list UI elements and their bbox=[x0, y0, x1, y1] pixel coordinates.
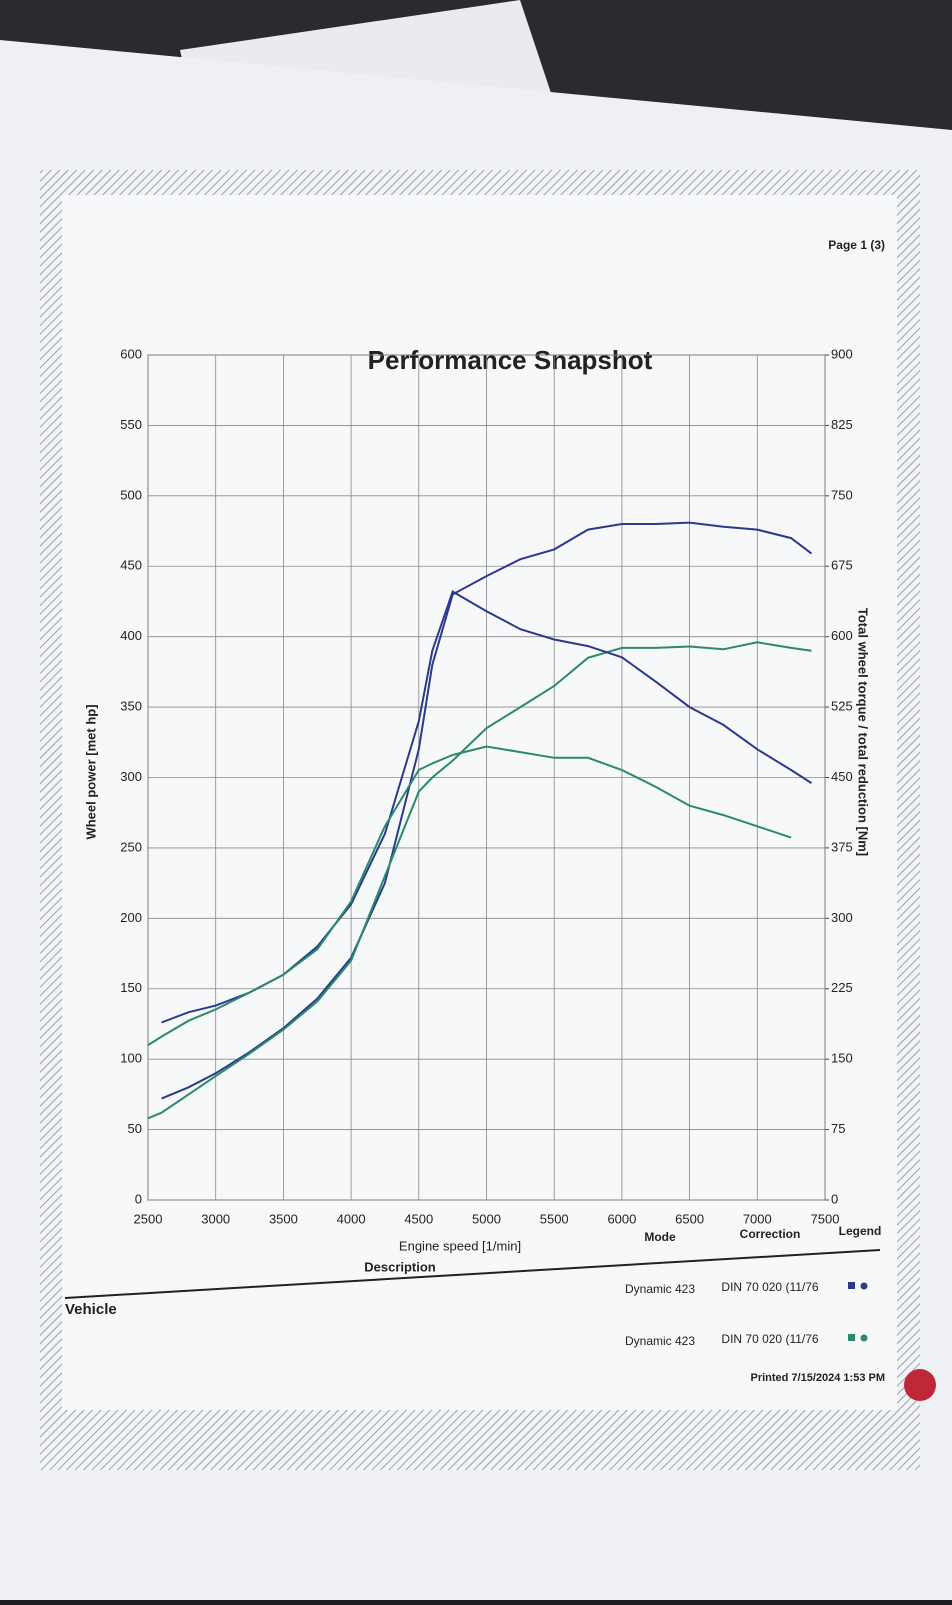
divider bbox=[64, 1249, 881, 1299]
y2-tick-label: 750 bbox=[831, 487, 853, 502]
legend-cell: Dynamic 423 bbox=[625, 1282, 695, 1296]
y2-tick-label: 675 bbox=[831, 558, 853, 573]
legend-header: Correction bbox=[740, 1227, 801, 1241]
x-tick-label: 7500 bbox=[811, 1211, 840, 1226]
y2-tick-label: 375 bbox=[831, 839, 853, 854]
vehicle-label: Vehicle bbox=[65, 1301, 117, 1318]
legend-swatch bbox=[848, 1334, 855, 1341]
y2-tick-label: 525 bbox=[831, 699, 853, 714]
data-line bbox=[161, 521, 813, 1100]
x-tick-label: 7000 bbox=[743, 1211, 772, 1226]
chart-title: Performance Snapshot bbox=[368, 345, 653, 375]
legend-swatch bbox=[848, 1282, 855, 1289]
legend-dot bbox=[860, 1334, 868, 1342]
legend-cell: Dynamic 423 bbox=[625, 1334, 695, 1348]
x-tick-label: 6500 bbox=[675, 1211, 704, 1226]
legend-cell: DIN 70 020 (11/76 bbox=[721, 1332, 818, 1346]
y2-tick-label: 600 bbox=[831, 628, 853, 643]
x-tick-label: 4000 bbox=[337, 1211, 366, 1226]
y2-tick-label: 900 bbox=[831, 346, 853, 361]
printed-date: Printed 7/15/2024 1:53 PM bbox=[750, 1372, 885, 1384]
y2-tick-label: 0 bbox=[831, 1191, 838, 1206]
y2-tick-label: 450 bbox=[831, 769, 853, 784]
y-tick-label: 200 bbox=[120, 910, 142, 925]
description-label: Description bbox=[364, 1259, 436, 1274]
y-tick-label: 600 bbox=[120, 346, 142, 361]
y-tick-label: 50 bbox=[128, 1121, 142, 1136]
y-tick-label: 500 bbox=[120, 487, 142, 502]
x-tick-label: 5500 bbox=[540, 1211, 569, 1226]
y-tick-label: 450 bbox=[120, 558, 142, 573]
y2-tick-label: 75 bbox=[831, 1121, 845, 1136]
legend-cell: DIN 70 020 (11/76 bbox=[721, 1280, 818, 1294]
legend-dot bbox=[860, 1282, 868, 1290]
x-axis-label: Engine speed [1/min] bbox=[399, 1238, 521, 1253]
data-line bbox=[147, 641, 812, 1120]
y2-tick-label: 300 bbox=[831, 910, 853, 925]
paper-inner bbox=[62, 195, 897, 1410]
y2-tick-label: 225 bbox=[831, 980, 853, 995]
y-tick-label: 0 bbox=[135, 1191, 142, 1206]
y-tick-label: 150 bbox=[120, 980, 142, 995]
legend-header: Legend bbox=[839, 1224, 882, 1238]
x-tick-label: 2500 bbox=[134, 1211, 163, 1226]
y2-tick-label: 150 bbox=[831, 1051, 853, 1066]
y-tick-label: 100 bbox=[120, 1051, 142, 1066]
x-tick-label: 5000 bbox=[472, 1211, 501, 1226]
x-tick-label: 6000 bbox=[607, 1211, 636, 1226]
legend-header: Mode bbox=[644, 1230, 676, 1244]
x-tick-label: 3000 bbox=[201, 1211, 230, 1226]
x-tick-label: 4500 bbox=[404, 1211, 433, 1226]
y-tick-label: 550 bbox=[120, 417, 142, 432]
y-axis-label: Wheel power [met hp] bbox=[83, 704, 98, 839]
y-tick-label: 250 bbox=[120, 839, 142, 854]
y2-axis-label: Total wheel torque / total reduction [Nm… bbox=[856, 608, 871, 856]
x-tick-label: 3500 bbox=[269, 1211, 298, 1226]
y-tick-label: 400 bbox=[120, 628, 142, 643]
y-tick-label: 300 bbox=[120, 769, 142, 784]
logo bbox=[904, 1369, 936, 1401]
data-line bbox=[147, 745, 792, 1046]
page-number: Page 1 (3) bbox=[828, 238, 885, 252]
y2-tick-label: 825 bbox=[831, 417, 853, 432]
y-tick-label: 350 bbox=[120, 699, 142, 714]
